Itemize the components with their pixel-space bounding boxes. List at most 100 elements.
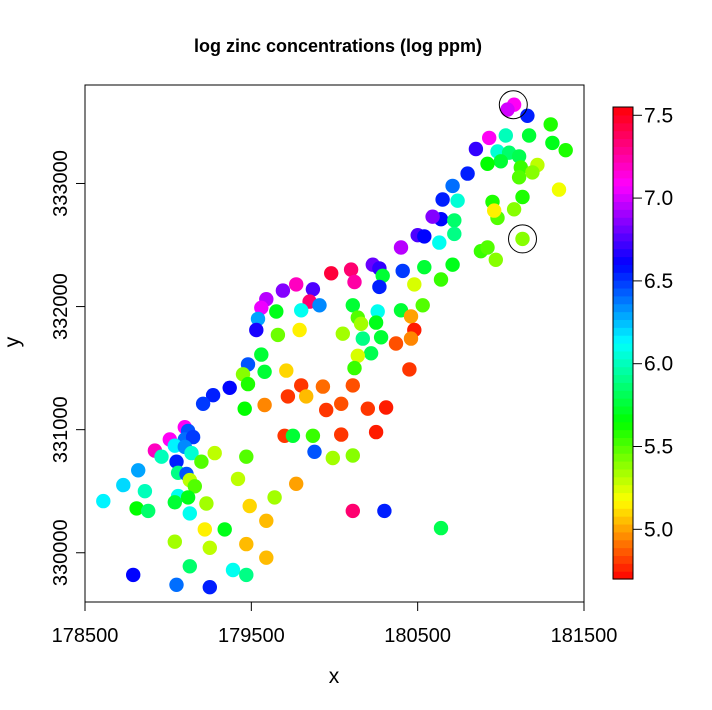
chart-title: log zinc concentrations (log ppm) [194, 36, 482, 56]
colorbar-segment-8 [613, 508, 633, 517]
colorbar-segment-7 [613, 516, 633, 525]
highlight-circle-0 [498, 90, 528, 120]
data-point-70 [368, 315, 384, 330]
colorbar-segment-22 [613, 398, 633, 407]
data-point-66 [403, 309, 419, 324]
data-point-152 [202, 540, 217, 555]
colorbar-segment-4 [613, 539, 633, 549]
points-layer [96, 97, 573, 595]
data-point-65 [269, 304, 284, 319]
y-axis-label: y [1, 336, 24, 347]
data-point-60 [415, 298, 430, 313]
data-point-153 [239, 536, 254, 552]
colorbar-segment-17 [613, 437, 633, 446]
y-tick-label-3: 333000 [50, 150, 72, 217]
data-point-22 [435, 192, 450, 207]
colorbar-tick-label-2: 6.0 [644, 353, 673, 376]
colorbar-segment-57 [613, 122, 633, 132]
data-point-123 [345, 448, 360, 463]
data-point-9 [468, 141, 484, 157]
data-point-89 [240, 376, 256, 392]
colorbar-segment-21 [613, 405, 633, 415]
data-point-51 [433, 272, 449, 287]
data-point-82 [350, 348, 365, 363]
data-point-87 [402, 362, 417, 377]
colorbar-segment-50 [613, 177, 633, 187]
data-point-81 [363, 346, 379, 361]
data-point-78 [403, 331, 419, 346]
colorbar-segment-2 [613, 555, 633, 564]
data-point-150 [433, 520, 449, 536]
data-point-75 [335, 326, 350, 341]
data-point-159 [169, 577, 184, 592]
data-point-141 [242, 498, 257, 514]
colorbar-segment-15 [613, 453, 633, 462]
data-point-146 [182, 506, 197, 521]
colorbar-segment-0 [613, 571, 633, 580]
data-point-69 [353, 316, 369, 331]
colorbar-segment-30 [613, 335, 633, 344]
data-point-79 [388, 336, 404, 351]
data-point-28 [487, 203, 502, 218]
colorbar-segment-31 [613, 327, 633, 336]
colorbar-segment-48 [613, 193, 633, 202]
data-point-99 [319, 402, 334, 418]
data-point-18 [445, 178, 460, 194]
colorbar-segment-54 [613, 146, 633, 155]
data-point-39 [480, 240, 495, 255]
data-point-94 [205, 388, 221, 403]
data-point-54 [305, 282, 321, 297]
colorbar-segment-32 [613, 319, 633, 328]
data-point-126 [131, 463, 146, 478]
colorbar-segment-10 [613, 492, 633, 501]
data-point-67 [250, 311, 266, 327]
y-tick-label-0: 330000 [50, 519, 72, 586]
data-point-118 [184, 445, 199, 461]
data-point-160 [202, 580, 217, 595]
colorbar-segment-23 [613, 390, 633, 399]
data-point-100 [360, 401, 375, 416]
data-point-102 [237, 401, 252, 416]
colorbar-segment-33 [613, 311, 633, 320]
colorbar-segment-9 [613, 500, 633, 509]
colorbar-segment-42 [613, 240, 633, 250]
data-point-26 [506, 202, 522, 217]
data-point-19 [511, 170, 527, 185]
data-point-134 [137, 484, 153, 499]
x-tick-label-1: 179500 [218, 625, 285, 647]
colorbar-tick-label-0: 5.0 [644, 518, 673, 541]
data-point-140 [199, 496, 214, 511]
data-point-151 [167, 534, 182, 549]
data-point-125 [194, 454, 209, 469]
x-axis: 178500 179500 180500 181500 [52, 601, 617, 647]
colorbar-segment-29 [613, 343, 633, 352]
data-point-156 [225, 562, 241, 578]
y-axis: 330000 331000 332000 333000 [50, 150, 86, 586]
colorbar-segment-5 [613, 531, 633, 541]
x-axis-label: x [329, 665, 340, 688]
colorbar-segment-27 [613, 358, 633, 368]
data-point-59 [345, 298, 360, 313]
data-point-86 [347, 360, 362, 376]
colorbar-segment-26 [613, 366, 633, 376]
data-point-48 [324, 266, 339, 281]
data-point-20 [525, 165, 540, 180]
data-point-112 [305, 428, 321, 443]
data-point-33 [417, 229, 432, 244]
data-point-5 [498, 128, 513, 143]
colorbar-segment-11 [613, 484, 633, 494]
data-point-149 [217, 522, 232, 537]
colorbar-segment-39 [613, 264, 633, 273]
colorbar-tick-label-1: 5.5 [644, 436, 673, 459]
data-point-124 [169, 454, 184, 469]
data-point-145 [141, 503, 156, 519]
data-point-37 [432, 235, 447, 250]
data-point-3 [543, 117, 558, 132]
colorbar-segment-51 [613, 169, 633, 179]
data-point-77 [373, 330, 389, 345]
colorbar-segment-46 [613, 209, 633, 218]
data-point-34 [447, 226, 462, 242]
data-point-97 [334, 396, 349, 411]
data-point-90 [294, 378, 309, 393]
